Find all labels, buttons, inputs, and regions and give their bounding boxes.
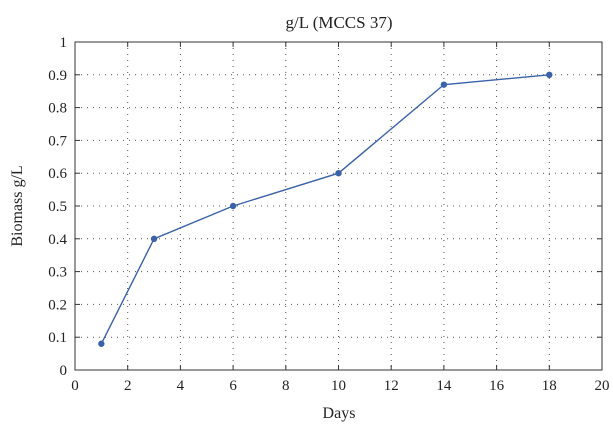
- data-point: [150, 235, 158, 242]
- series-layer: [98, 71, 553, 347]
- x-tick-label: 14: [436, 378, 452, 394]
- y-tick-label: 0.7: [48, 133, 67, 149]
- y-tick-label: 1: [60, 35, 68, 51]
- y-tick-label: 0.5: [48, 199, 67, 215]
- y-tick-label: 0.8: [48, 101, 67, 117]
- x-tick-label: 12: [384, 378, 399, 394]
- axis-ticks: 0 2 4 6 8 10 12 14 16 18 20 0 0.1 0.2 0.3 0.4 0.5 0.6 0.7 0…: [48, 35, 609, 394]
- y-axis-label: Biomass g/L: [9, 165, 26, 246]
- x-tick-label: 20: [595, 378, 610, 394]
- data-point: [546, 71, 553, 79]
- x-axis-label: Days: [323, 405, 356, 422]
- x-tick-label: 10: [331, 378, 346, 394]
- x-tick-label: 8: [282, 378, 290, 394]
- x-tick-label: 4: [177, 378, 185, 394]
- x-tick-label: 6: [229, 378, 237, 394]
- y-tick-label: 0.2: [48, 297, 67, 313]
- y-tick-label: 0.6: [48, 166, 67, 182]
- grid: [75, 42, 602, 370]
- x-tick-label: 16: [489, 378, 505, 394]
- series-line: [100, 74, 550, 345]
- y-tick-label: 0.4: [48, 232, 67, 248]
- y-tick-label: 0.3: [48, 265, 67, 281]
- x-tick-label: 18: [542, 378, 557, 394]
- data-point: [335, 170, 342, 177]
- x-tick-label: 0: [71, 378, 79, 394]
- y-tick-label: 0: [60, 363, 68, 379]
- plot-frame: [74, 41, 603, 371]
- data-point: [98, 340, 105, 347]
- y-tick-label: 0.9: [48, 68, 67, 84]
- y-tick-label: 0.1: [48, 330, 67, 346]
- x-tick-label: 2: [124, 378, 132, 394]
- data-point: [229, 202, 237, 210]
- chart-title: g/L (MCCS 37): [285, 13, 392, 32]
- data-point: [440, 81, 448, 88]
